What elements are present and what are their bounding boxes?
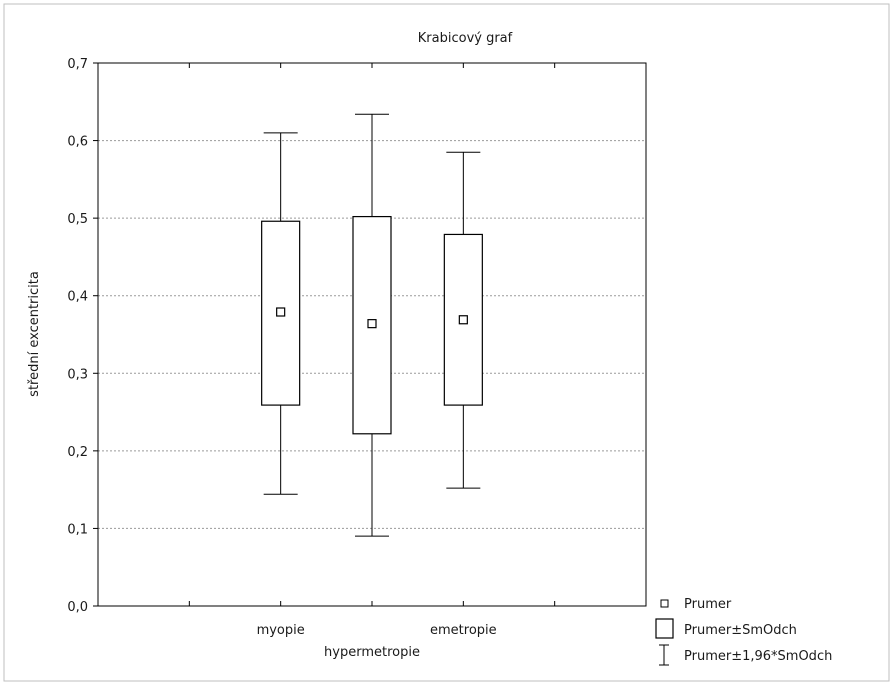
mean-marker: [276, 307, 286, 317]
y-tick-label: 0,5: [67, 212, 88, 227]
legend-box-symbol: [655, 618, 674, 639]
legend: Prumer Prumer±SmOdch Prumer±1,96*SmOdch: [655, 597, 832, 666]
legend-label: Prumer±SmOdch: [684, 623, 797, 638]
box-myopie: [261, 132, 301, 495]
box-series: [261, 113, 483, 537]
legend-label: Prumer: [684, 597, 732, 612]
y-axis-label: střední excentricita: [27, 271, 42, 397]
mean-marker: [367, 319, 377, 329]
chart-title: Krabicový graf: [418, 31, 513, 46]
mean-marker: [458, 315, 468, 325]
x-tick-label-hypermetropie: hypermetropie: [324, 645, 420, 660]
x-tick-label-emetropie: emetropie: [430, 623, 497, 638]
y-tick-label: 0,0: [67, 600, 88, 615]
y-tick-label: 0,7: [67, 57, 88, 72]
y-tick-label: 0,1: [67, 522, 88, 537]
y-axis-ticks: 0,0 0,1 0,2 0,3 0,4 0,5 0,6 0,7: [67, 57, 98, 615]
y-tick-label: 0,4: [67, 290, 88, 305]
x-tick-label-myopie: myopie: [257, 623, 305, 638]
y-tick-label: 0,6: [67, 135, 88, 150]
legend-label: Prumer±1,96*SmOdch: [684, 649, 832, 664]
legend-mean-symbol: [660, 599, 669, 608]
y-tick-label: 0,3: [67, 367, 88, 382]
x-axis-ticks: myopie hypermetropie emetropie: [188, 63, 556, 660]
y-tick-label: 0,2: [67, 445, 88, 460]
box-emetropie: [443, 151, 483, 489]
box-hypermetropie: [352, 113, 392, 537]
